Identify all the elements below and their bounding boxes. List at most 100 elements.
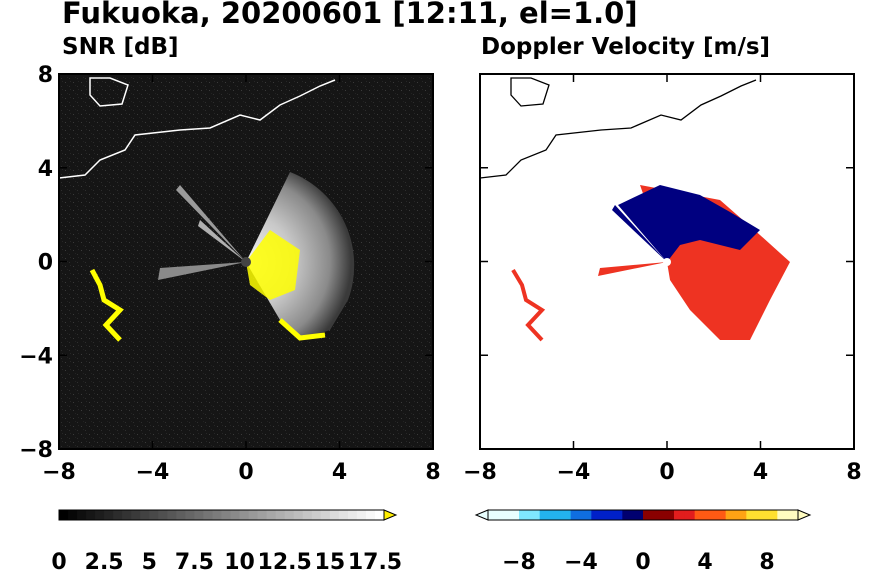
- doppler-colorbar-cell: [736, 510, 747, 520]
- x-tick-label: 8: [425, 460, 440, 485]
- snr-colorbar-cell: [338, 510, 349, 520]
- snr-colorbar-cell: [68, 510, 78, 520]
- doppler-colorbar-extend-low: [474, 509, 489, 521]
- doppler-colorbar-cell: [643, 510, 654, 520]
- snr-colorbar-cell: [293, 510, 304, 520]
- doppler-island-coastline: [510, 77, 550, 107]
- snr-colorbar-cell: [302, 510, 313, 520]
- snr-colorbar-cell: [194, 510, 204, 520]
- y-tick-label: −4: [19, 344, 53, 369]
- doppler-colorbar-label: 4: [697, 550, 712, 570]
- doppler-approaching-region: [618, 185, 760, 262]
- snr-colorbar-cell: [320, 510, 331, 520]
- doppler-colorbar-cell: [591, 510, 603, 520]
- snr-colorbar-cell: [104, 510, 114, 520]
- doppler-colorbar-label: −8: [502, 550, 536, 570]
- doppler-colorbar-cell: [519, 510, 530, 520]
- snr-colorbar-cell: [266, 510, 277, 520]
- snr-coastal-echo: [278, 318, 326, 341]
- doppler-colorbar-cell: [581, 510, 592, 520]
- doppler-colorbar-label: −4: [564, 550, 598, 570]
- snr-colorbar-cell: [275, 510, 286, 520]
- x-tick-label: −8: [463, 460, 497, 485]
- snr-colorbar-label: 5: [142, 550, 157, 570]
- snr-colorbar-label: 10: [224, 550, 255, 570]
- snr-colorbar-extend: [383, 509, 398, 521]
- doppler-colorbar-cell: [684, 510, 696, 520]
- doppler-colorbar-cell: [570, 510, 582, 520]
- snr-colorbar-cell: [257, 510, 268, 520]
- snr-clutter-ray: [176, 185, 246, 262]
- snr-panel-title: SNR [dB]: [62, 34, 179, 60]
- snr-colorbar-cell: [356, 510, 367, 520]
- snr-colorbar-cell: [140, 510, 150, 520]
- doppler-colorbar-cell: [694, 510, 706, 520]
- snr-colorbar-label: 2.5: [85, 550, 124, 570]
- snr-saturated-region: [246, 230, 300, 300]
- doppler-colorbar-extend-high: [797, 509, 812, 521]
- snr-colorbar-cell: [230, 510, 241, 520]
- snr-colorbar-cell: [122, 510, 132, 520]
- snr-colorbar-cell: [59, 510, 69, 520]
- doppler-colorbar: −8 −4 0 4 8: [474, 509, 812, 570]
- snr-colorbar-cell: [212, 510, 222, 520]
- doppler-panel-title: Doppler Velocity [m/s]: [481, 34, 771, 60]
- snr-colorbar-cell: [347, 510, 358, 520]
- doppler-colorbar-cell: [674, 510, 685, 520]
- doppler-colorbar-cell: [705, 510, 716, 520]
- snr-colorbar-label: 15: [315, 550, 346, 570]
- doppler-radar-site: [663, 258, 671, 266]
- snr-radar-site: [241, 257, 251, 267]
- doppler-colorbar-label: 8: [759, 550, 774, 570]
- doppler-colorbar-cell: [715, 510, 727, 520]
- snr-colorbar-cell: [167, 510, 177, 520]
- doppler-colorbar-cell: [508, 510, 520, 520]
- x-tick-label: −8: [42, 460, 76, 485]
- doppler-coastline: [480, 79, 757, 179]
- y-tick-label: 4: [38, 157, 53, 182]
- doppler-colorbar-cell: [601, 510, 613, 520]
- doppler-colorbar-cell: [756, 510, 768, 520]
- x-tick-label: 0: [659, 460, 674, 485]
- snr-colorbar-cell: [185, 510, 195, 520]
- doppler-panel: −8 −4 0 4 8: [463, 73, 862, 485]
- snr-colorbar-cell: [311, 510, 322, 520]
- doppler-colorbar-cell: [622, 510, 634, 520]
- doppler-clutter-ray: [598, 262, 667, 276]
- snr-colorbar-cell: [365, 510, 376, 520]
- snr-colorbar-cell: [77, 510, 87, 520]
- snr-colorbar-cell: [149, 510, 159, 520]
- y-tick-label: 0: [38, 251, 53, 276]
- snr-axis-ticks: −8 −4 0 4 8 8 4 0 −4 −8: [19, 63, 440, 485]
- snr-colorbar-label: 17.5: [348, 550, 402, 570]
- snr-coastline: [59, 79, 336, 179]
- x-tick-label: 4: [753, 460, 768, 485]
- x-tick-label: 8: [846, 460, 861, 485]
- snr-colorbar-cell: [158, 510, 168, 520]
- snr-colorbar-label: 0: [51, 550, 66, 570]
- snr-colorbar-cell: [203, 510, 213, 520]
- snr-colorbar-cell: [329, 510, 340, 520]
- doppler-colorbar-cell: [560, 510, 572, 520]
- doppler-colorbar-cell: [498, 510, 510, 520]
- x-tick-label: −4: [557, 460, 591, 485]
- x-tick-label: 0: [238, 460, 253, 485]
- snr-colorbar: 0 2.5 5 7.5 10 12.5 15 17.5: [51, 509, 402, 570]
- snr-coastal-echo: [89, 268, 124, 342]
- snr-clutter-ray: [158, 262, 246, 280]
- snr-island-coastline: [89, 77, 129, 107]
- doppler-clutter-ray: [612, 205, 667, 262]
- doppler-colorbar-cell: [746, 510, 758, 520]
- snr-clutter-ray: [198, 220, 246, 262]
- doppler-colorbar-cell: [787, 510, 799, 520]
- doppler-colorbar-cell: [632, 510, 644, 520]
- snr-panel: −8 −4 0 4 8 8 4 0 −4 −8: [19, 63, 440, 485]
- doppler-colorbar-cell: [550, 510, 561, 520]
- snr-colorbar-cell: [284, 510, 295, 520]
- snr-colorbar-label: 12.5: [258, 550, 312, 570]
- y-tick-label: 8: [38, 63, 53, 88]
- doppler-colorbar-label: 0: [635, 550, 650, 570]
- snr-colorbar-cell: [113, 510, 123, 520]
- snr-colorbar-cell: [248, 510, 259, 520]
